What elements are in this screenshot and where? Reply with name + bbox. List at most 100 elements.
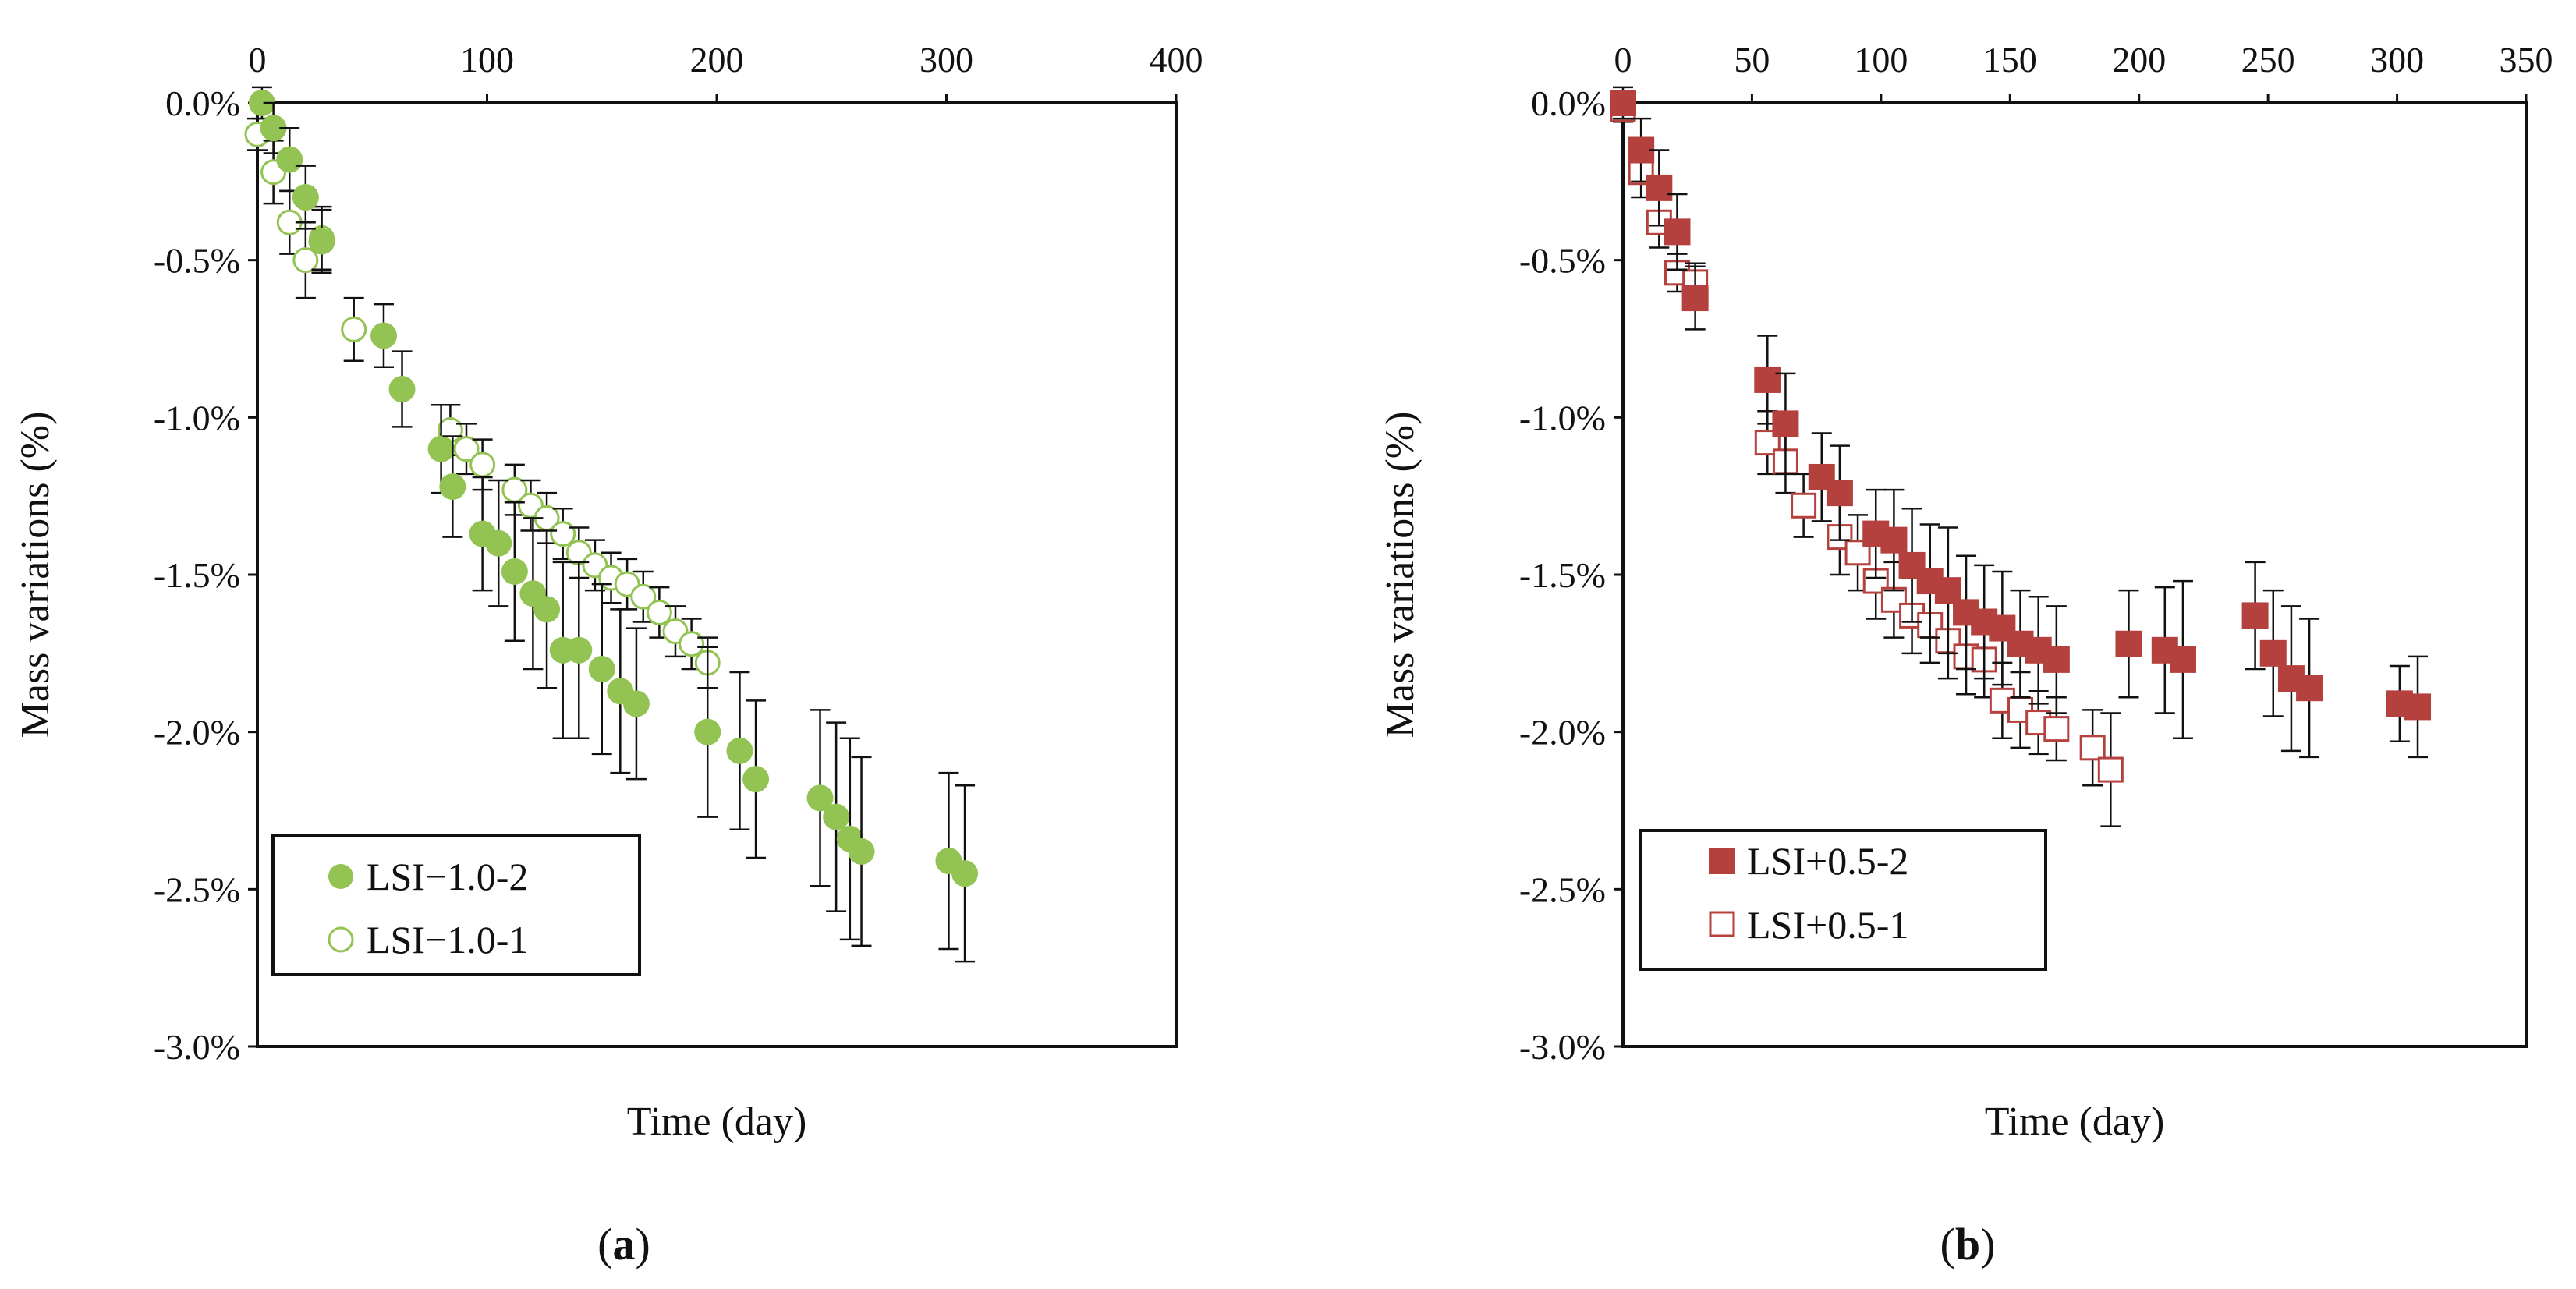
data-point-lsi-0-5-2: [2404, 693, 2432, 721]
x-tick-label-a: 200: [690, 40, 744, 80]
x-axis-title-b: Time (day): [1985, 1100, 2165, 1144]
data-point-lsi-1-0-2: [848, 837, 875, 865]
data-point-lsi-1-0-2: [622, 690, 650, 717]
y-tick-label-a: -2.0%: [154, 713, 240, 753]
y-tick-label-a: -1.5%: [154, 555, 240, 595]
data-point-lsi-0-5-2: [2115, 630, 2142, 657]
legend-a: LSI−1.0-2 LSI−1.0-1: [271, 834, 641, 976]
data-point-lsi-0-5-2: [1664, 218, 1691, 246]
data-point-lsi-1-0-2: [533, 596, 561, 623]
legend-marker-lsi-05-1: [1709, 911, 1735, 937]
data-point-lsi-0-5-1: [1791, 492, 1817, 519]
data-point-lsi-1-0-2: [370, 322, 397, 349]
data-point-lsi-1-0-2: [501, 558, 528, 585]
x-axis-ticks-b: 0 50 100 150 200 250 300 350: [1614, 40, 2553, 103]
legend-b: LSI+0.5-2 LSI+0.5-1: [1639, 829, 2047, 971]
x-tick-label-b: 150: [1983, 40, 2037, 80]
x-tick-label-b: 200: [2112, 40, 2166, 80]
data-marks-a: [244, 86, 979, 963]
data-point-lsi-1-0-1: [453, 436, 480, 462]
panel-label-a-letter: a: [613, 1219, 636, 1270]
data-point-lsi-0-5-2: [2259, 639, 2287, 667]
data-point-lsi-1-0-2: [951, 860, 979, 887]
data-point-lsi-1-0-2: [565, 636, 593, 664]
x-tick-label-b: 300: [2370, 40, 2424, 80]
data-point-lsi-1-0-2: [292, 184, 319, 211]
data-point-lsi-0-5-2: [2043, 646, 2070, 673]
y-axis-ticks-a: 0.0% -0.5% -1.0% -1.5% -2.0% -2.5% -3.0%: [154, 83, 257, 1067]
legend-marker-lsi-10-1: [328, 926, 354, 953]
data-point-lsi-1-0-2: [742, 766, 770, 793]
panel-label-b-letter: b: [1955, 1219, 1980, 1270]
y-tick-label-b: -1.5%: [1519, 555, 1606, 595]
data-point-lsi-1-0-1: [469, 452, 496, 478]
data-point-lsi-1-0-2: [248, 90, 275, 116]
data-point-lsi-1-0-1: [630, 583, 657, 610]
x-tick-label-a: 300: [919, 40, 973, 80]
x-tick-label-b: 100: [1854, 40, 1908, 80]
panel-label-a: (a): [597, 1219, 650, 1270]
y-tick-label-b: 0.0%: [1531, 83, 1606, 123]
legend-marker-lsi-10-2: [328, 864, 353, 889]
data-point-lsi-1-0-1: [550, 521, 576, 547]
data-point-lsi-1-0-2: [388, 376, 416, 403]
y-tick-label-a: -2.5%: [154, 869, 240, 909]
y-tick-label-b: -3.0%: [1519, 1027, 1606, 1067]
y-tick-label-a: -1.0%: [154, 398, 240, 437]
y-axis-title-b: Mass variations (%): [1378, 412, 1423, 738]
y-tick-label-a: -0.5%: [154, 241, 240, 281]
y-tick-label-a: 0.0%: [165, 83, 240, 123]
legend-label-lsi-10-1: LSI−1.0-1: [367, 918, 528, 961]
panel-label-b: (b): [1940, 1219, 1996, 1270]
data-point-lsi-0-5-2: [1681, 285, 1709, 312]
legend-marker-lsi-05-2: [1709, 848, 1735, 874]
x-tick-label-b: 0: [1614, 40, 1632, 80]
data-point-lsi-1-0-2: [588, 656, 615, 682]
data-point-lsi-1-0-2: [823, 803, 850, 830]
y-tick-label-b: -2.0%: [1519, 713, 1606, 753]
legend-label-lsi-05-1: LSI+0.5-1: [1747, 903, 1908, 947]
data-point-lsi-0-5-2: [1880, 526, 1908, 554]
data-point-lsi-0-5-2: [1646, 174, 1673, 201]
x-tick-label-a: 400: [1150, 40, 1203, 80]
data-point-lsi-1-0-2: [427, 435, 455, 462]
legend-label-lsi-10-2: LSI−1.0-2: [367, 855, 528, 898]
data-point-lsi-1-0-2: [439, 473, 466, 501]
y-tick-label-b: -0.5%: [1519, 241, 1606, 281]
data-point-lsi-0-5-2: [1772, 410, 1799, 437]
data-point-lsi-1-0-1: [292, 247, 319, 274]
data-point-lsi-1-0-2: [276, 146, 303, 173]
x-tick-label-a: 100: [460, 40, 514, 80]
data-point-lsi-1-0-2: [726, 737, 753, 764]
legend-label-lsi-05-2: LSI+0.5-2: [1747, 839, 1908, 883]
legend-box-a: [271, 834, 641, 976]
x-tick-label-b: 50: [1734, 40, 1770, 80]
data-point-lsi-0-5-2: [2169, 646, 2196, 673]
data-marks-b: [1610, 86, 2432, 827]
data-point-lsi-1-0-2: [806, 784, 834, 812]
data-point-lsi-0-5-1: [2097, 756, 2124, 783]
y-tick-label-b: -2.5%: [1519, 869, 1606, 909]
data-point-lsi-0-5-2: [1754, 366, 1781, 393]
data-point-lsi-0-5-2: [2241, 602, 2269, 629]
data-point-lsi-1-0-2: [308, 228, 335, 255]
legend-box-b: [1639, 829, 2047, 971]
data-point-lsi-0-5-2: [1610, 90, 1636, 116]
data-point-lsi-0-5-1: [2079, 735, 2106, 761]
data-point-lsi-1-0-2: [260, 115, 287, 142]
x-tick-label-b: 250: [2241, 40, 2295, 80]
y-tick-label-b: -1.0%: [1519, 398, 1606, 437]
y-axis-ticks-b: 0.0% -0.5% -1.0% -1.5% -2.0% -2.5% -3.0%: [1519, 83, 1623, 1067]
data-point-lsi-0-5-2: [1826, 480, 1853, 507]
data-point-lsi-0-5-2: [2296, 675, 2323, 702]
data-point-lsi-0-5-1: [2043, 716, 2070, 742]
data-point-lsi-1-0-2: [485, 529, 512, 557]
y-axis-title-a: Mass variations (%): [13, 412, 58, 738]
data-point-lsi-1-0-1: [679, 631, 705, 657]
chart-panel-a: 0.0% -0.5% -1.0% -1.5% -2.0% -2.5% -3.0% 0 100 2…: [13, 40, 1203, 1270]
data-point-lsi-1-0-1: [646, 599, 672, 625]
data-point-lsi-1-0-1: [341, 316, 367, 342]
x-axis-title-a: Time (day): [627, 1100, 807, 1144]
data-point-lsi-0-5-1: [1844, 540, 1871, 566]
